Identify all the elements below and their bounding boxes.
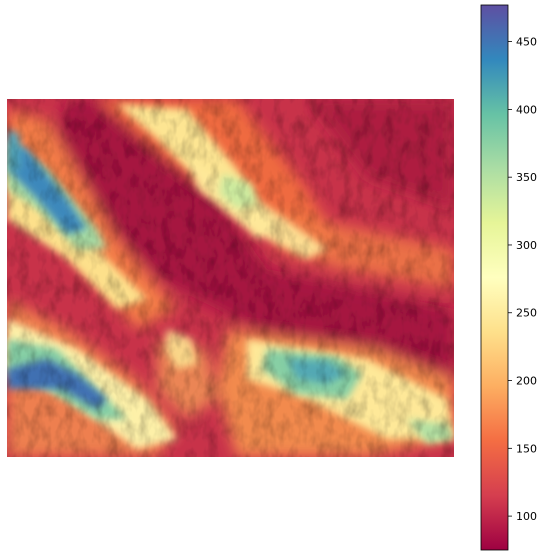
peak-green-right xyxy=(407,419,454,444)
colorbar-tick-label: 400 xyxy=(516,103,537,116)
colorbar-svg: 100 150 200 250 300 350 400 450 xyxy=(480,4,537,551)
peak-blue-left xyxy=(7,139,87,234)
valley-low-band xyxy=(47,99,454,399)
colorbar-tick-label: 450 xyxy=(516,36,537,49)
colorbar-gradient xyxy=(480,4,509,551)
upper-right-low xyxy=(307,99,454,209)
colorbar-tick-label: 150 xyxy=(516,442,537,455)
elevation-heatmap xyxy=(7,99,454,457)
colorbar-ticks: 100 150 200 250 300 350 400 450 xyxy=(508,36,537,523)
colorbar-tick-label: 300 xyxy=(516,239,537,252)
colorbar: 100 150 200 250 300 350 400 450 xyxy=(480,4,541,551)
peak-blue-lowerleft xyxy=(7,359,107,409)
colorbar-tick-label: 350 xyxy=(516,171,537,184)
heatmap-canvas xyxy=(7,99,454,457)
peak-blue-bottom xyxy=(287,359,347,384)
peak-green-top xyxy=(219,174,257,209)
colorbar-tick-label: 100 xyxy=(516,510,537,523)
peak-yellow-mid xyxy=(165,329,197,369)
ridge-orange-right xyxy=(267,209,454,289)
peak-blue-left2 xyxy=(7,129,21,174)
colorbar-tick-label: 250 xyxy=(516,307,537,320)
colorbar-tick-label: 200 xyxy=(516,375,537,388)
ridge-orange-left xyxy=(7,109,177,329)
